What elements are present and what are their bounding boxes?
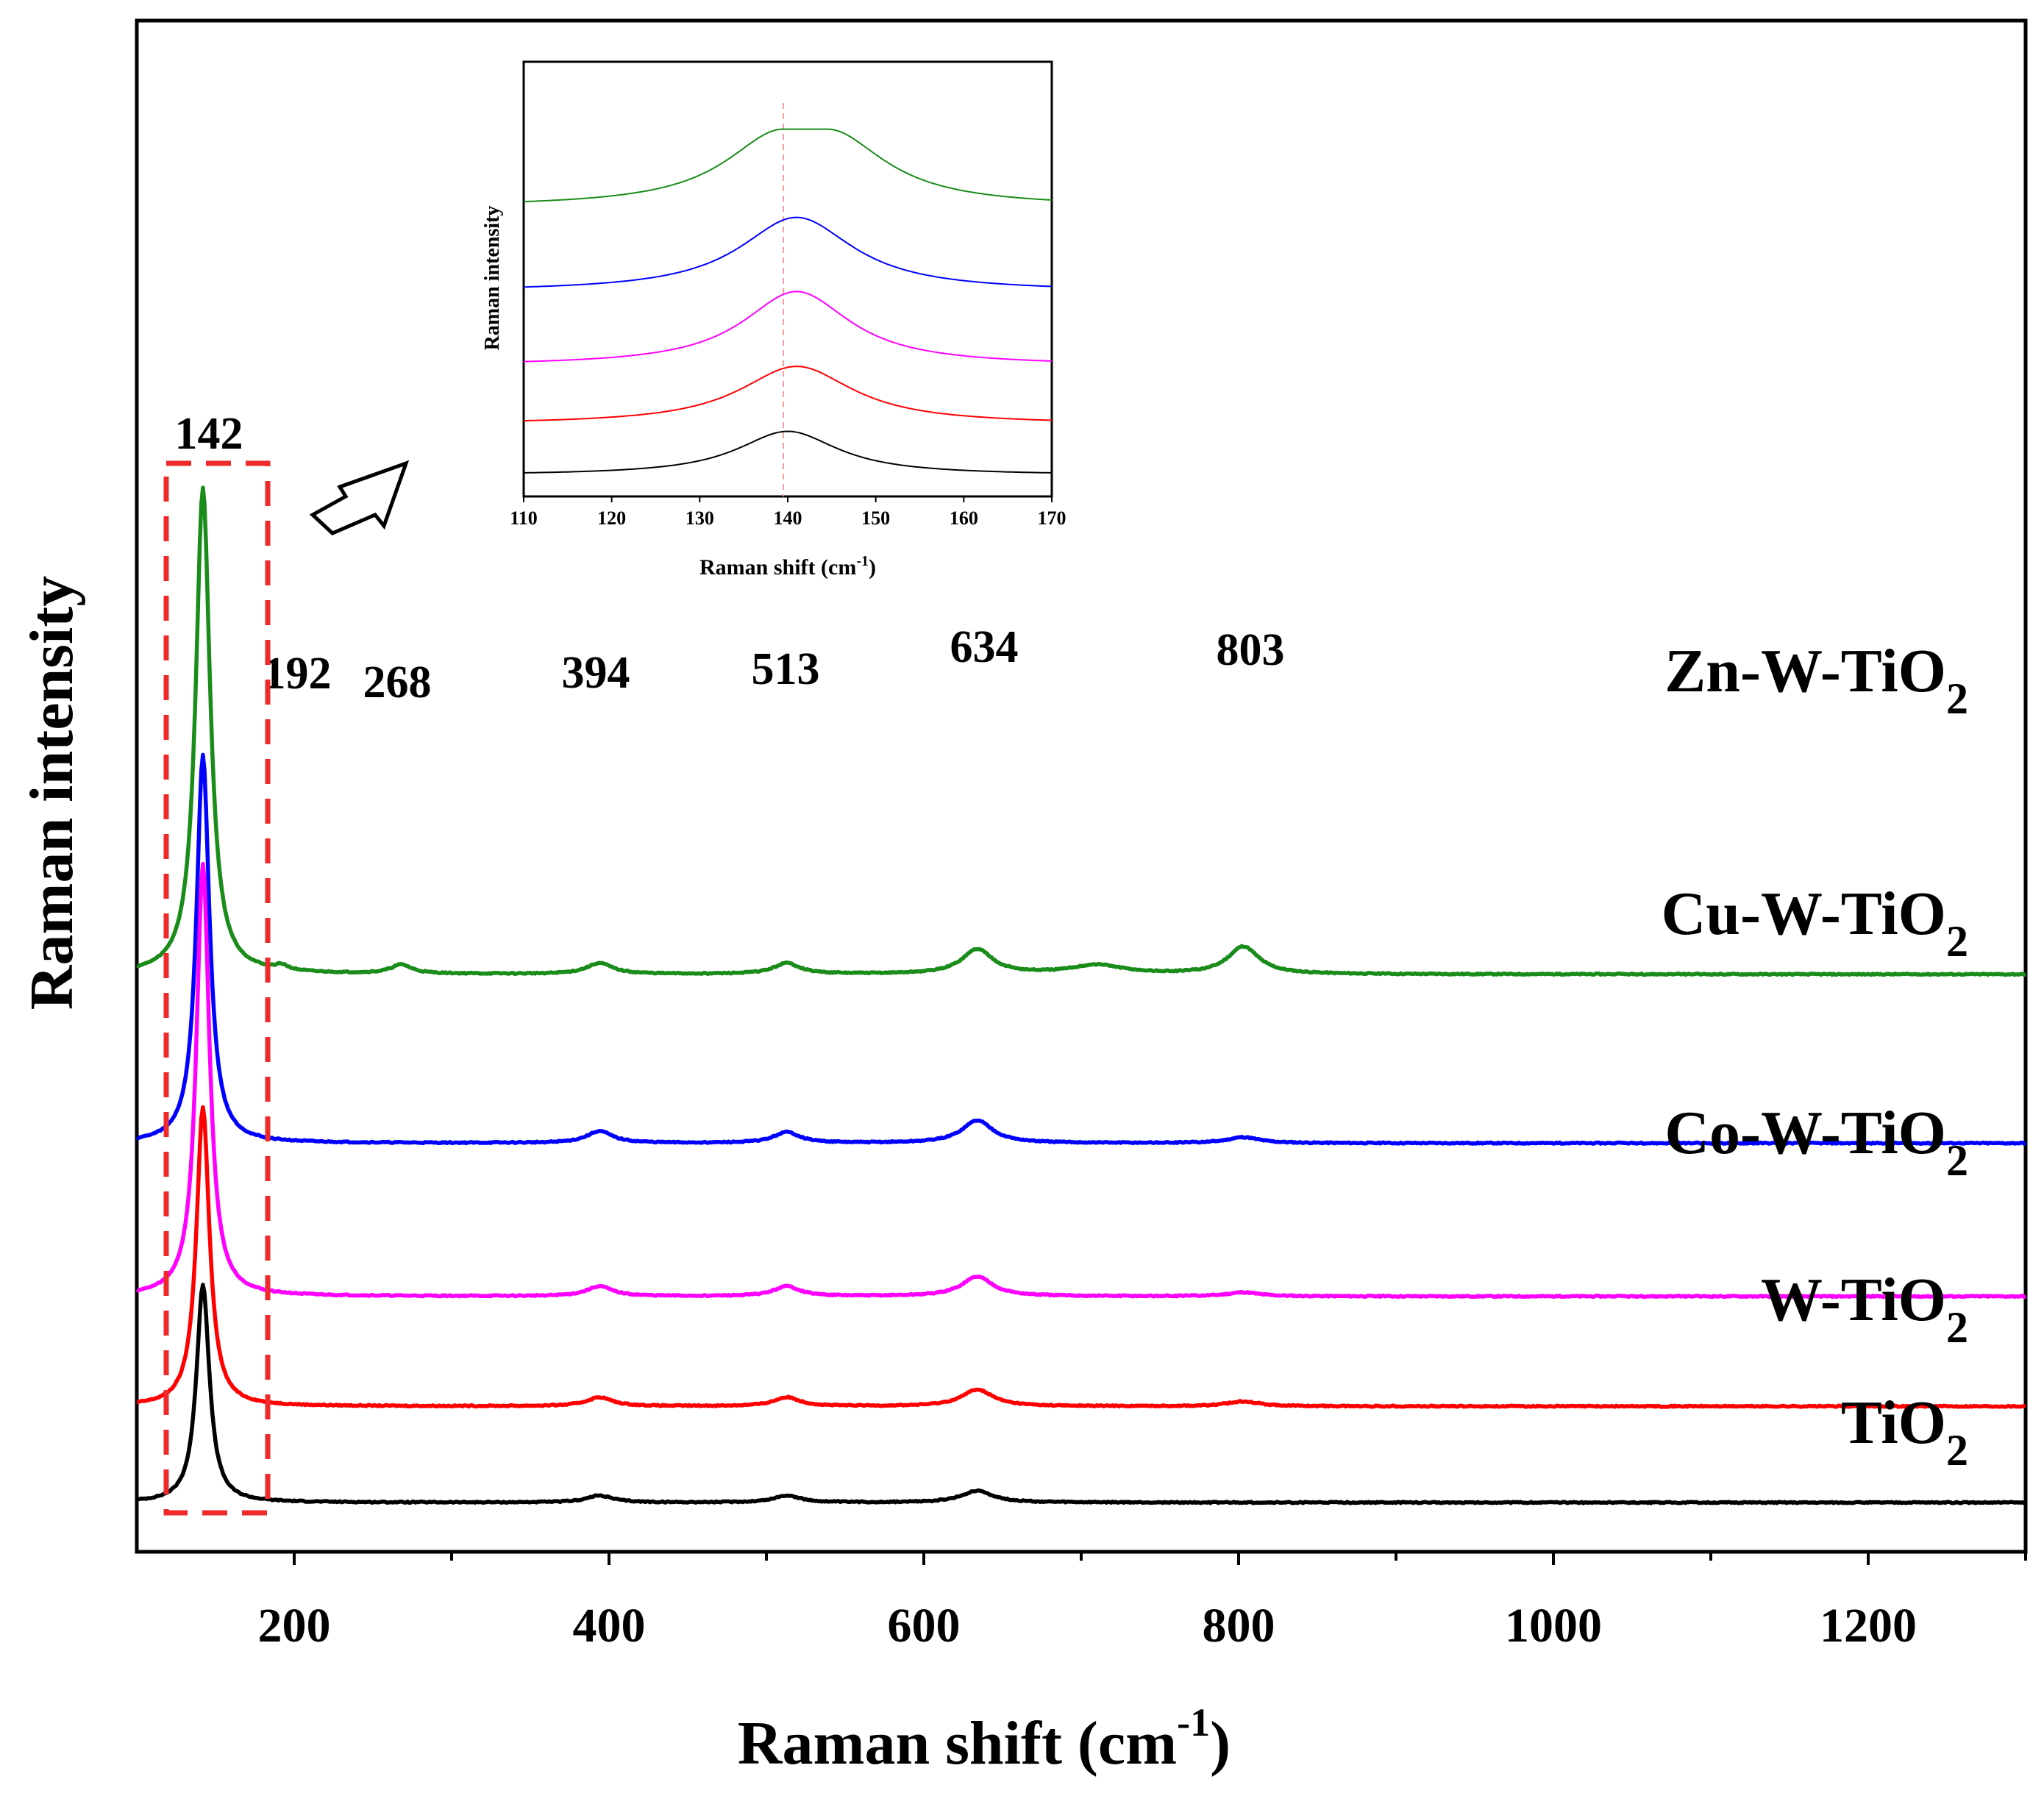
inset-x-tick-label: 160 (950, 507, 978, 529)
highlight-box (163, 460, 271, 1516)
inset-series (523, 128, 1053, 474)
inset-spectrum-line (523, 216, 1053, 288)
peak-label: 142 (175, 409, 243, 459)
peak-label: 634 (950, 622, 1019, 672)
x-tick-label: 600 (888, 1599, 961, 1653)
inset-x-tick-label: 110 (510, 507, 538, 529)
spectrum-line (136, 1105, 2026, 1409)
x-axis-title: Raman shift (cm-1) (738, 1700, 1231, 1778)
inset-spectrum-line (523, 366, 1053, 422)
peak-label: 268 (363, 657, 432, 708)
series-label: W-TiO2 (1761, 1266, 1968, 1352)
peak-label: 394 (562, 648, 630, 698)
inset-spectrum-line (524, 430, 1052, 474)
inset-x-tick-label: 150 (861, 507, 890, 529)
series-label: Co-W-TiO2 (1664, 1099, 1968, 1185)
inset-chart: 110 120 130 140 150 160 170 Raman shift (cm-1)… (481, 60, 1066, 580)
inset-x-tick-label: 170 (1038, 507, 1066, 529)
series-labels: Zn-W-TiO2 Cu-W-TiO2 Co-W-TiO2 W-TiO2 TiO2 (1662, 637, 1968, 1475)
inset-x-tick-label: 130 (686, 507, 714, 529)
inset-spectrum-line (523, 291, 1053, 363)
plot-frame (135, 18, 2028, 1554)
x-tick-label: 200 (258, 1599, 331, 1653)
x-tick-label: 800 (1203, 1599, 1275, 1653)
spectrum-line (136, 752, 2026, 1146)
peak-label: 513 (752, 644, 820, 694)
inset-x-axis-ticks: 110 120 130 140 150 160 170 (510, 496, 1066, 529)
inset-x-tick-label: 120 (597, 507, 626, 529)
zoom-arrow-icon (309, 460, 410, 535)
spectrum-line (136, 485, 2026, 977)
series-label: Cu-W-TiO2 (1662, 880, 1968, 966)
series-label: Zn-W-TiO2 (1664, 637, 1968, 723)
spectrum-line (135, 1283, 2026, 1505)
spectrum-line (136, 861, 2026, 1300)
x-tick-label: 1000 (1505, 1599, 1602, 1653)
inset-x-axis-title: Raman shift (cm-1) (699, 553, 876, 580)
x-tick-label: 400 (573, 1599, 646, 1653)
x-axis-ticks: 200 400 600 800 1000 1200 (258, 1552, 2027, 1653)
peak-label: 192 (263, 649, 332, 699)
inset-x-tick-label: 140 (774, 507, 802, 529)
inset-spectrum-line (523, 128, 1053, 203)
series-label: TiO2 (1841, 1389, 1968, 1475)
peak-labels: 142 192 268 394 513 634 803 (175, 409, 1285, 708)
spectra-series (135, 485, 2026, 1505)
x-tick-label: 1200 (1820, 1599, 1917, 1653)
peak-label: 803 (1217, 625, 1285, 675)
inset-y-axis-title: Raman intensity (481, 206, 504, 351)
y-axis-title: Raman intensity (18, 576, 86, 1010)
inset-frame (522, 60, 1053, 498)
